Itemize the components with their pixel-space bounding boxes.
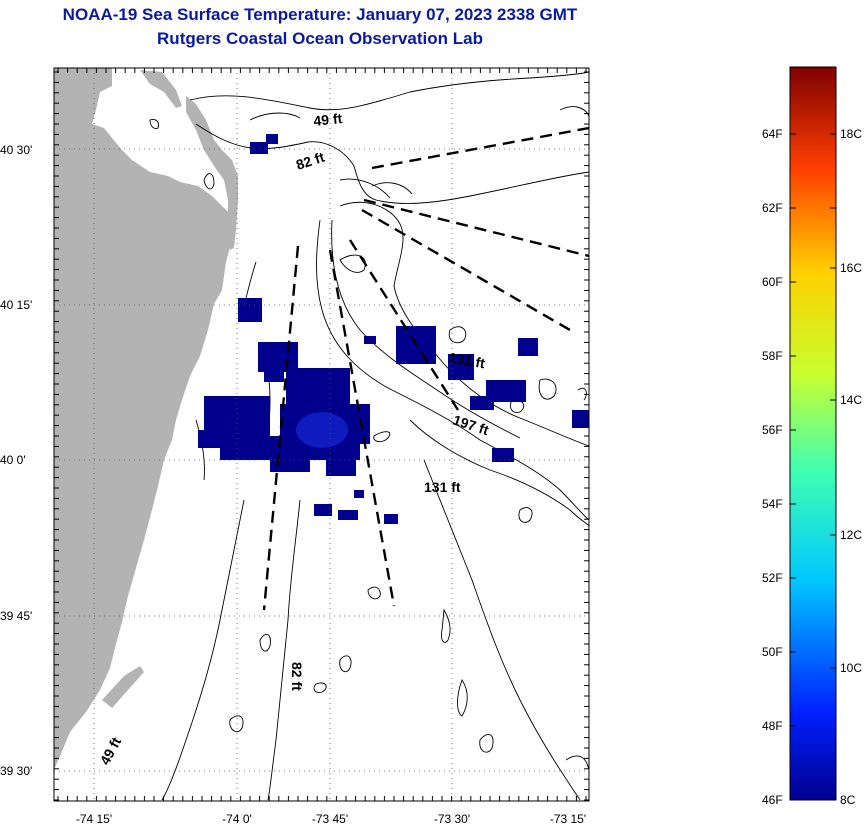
lat-label-4000: 40 0' — [0, 453, 26, 467]
land-mass — [54, 68, 232, 770]
lat-label-4030: 40 30' — [0, 143, 33, 157]
contour-label-49ft-south: 49 ft — [97, 734, 125, 767]
lon-label-7400: -74 0' — [222, 812, 252, 826]
contour-49ft-north — [189, 71, 589, 111]
transect-line-1 — [371, 126, 589, 170]
colorbar — [789, 66, 837, 801]
colorbar-label-8c: 8C — [840, 793, 856, 807]
contour-49ft-south — [161, 499, 245, 801]
lon-label-7415: -74 15' — [75, 812, 113, 826]
lon-label-7345: -73 45' — [311, 812, 349, 826]
map-frame — [53, 67, 590, 802]
map-gridlines — [54, 68, 589, 801]
lon-label-7315: -73 15' — [549, 812, 587, 826]
colorbar-label-14c: 14C — [840, 393, 863, 407]
lat-label-4015: 40 15' — [0, 298, 33, 312]
transect-line-3 — [361, 208, 571, 332]
barrier-island — [186, 96, 238, 250]
contour-slope — [423, 459, 581, 801]
colorbar-label-46f: 46F — [762, 793, 783, 807]
contour-label-82ft-south: 82 ft — [289, 662, 305, 691]
colorbar-label-64f: 64F — [762, 127, 783, 141]
colorbar-label-16c: 16C — [840, 261, 863, 275]
colorbar-label-12c: 12C — [840, 528, 863, 542]
colorbar-label-50f: 50F — [762, 645, 783, 659]
sst-core-pixels — [296, 412, 348, 448]
colorbar-label-10c: 10C — [840, 661, 863, 675]
transect-line-2 — [363, 198, 589, 258]
colorbar-label-60f: 60F — [762, 275, 783, 289]
map-subtitle: Rutgers Coastal Ocean Observation Lab — [157, 29, 483, 48]
transect-line-5 — [328, 249, 396, 607]
contour-label-49ft: 49 ft — [313, 110, 344, 129]
colorbar-label-54f: 54F — [762, 497, 783, 511]
sst-data-pixels — [198, 134, 589, 524]
colorbar-label-48f: 48F — [762, 719, 783, 733]
contour-label-131ft: 131 ft — [447, 349, 486, 371]
transect-line-4 — [348, 239, 460, 411]
contour-channel-west — [316, 219, 589, 521]
lon-label-7330: -73 30' — [433, 812, 471, 826]
colorbar-label-58f: 58F — [762, 349, 783, 363]
colorbar-label-18c: 18C — [840, 127, 863, 141]
colorbar-ticks — [790, 133, 836, 727]
contour-131ft — [409, 419, 589, 527]
lat-label-3930: 39 30' — [0, 764, 33, 778]
colorbar-label-56f: 56F — [762, 423, 783, 437]
transect-line-6 — [262, 245, 300, 611]
lat-label-3945: 39 45' — [0, 609, 33, 623]
island-sandyhook — [140, 70, 182, 108]
contour-label-82ft: 82 ft — [294, 149, 327, 173]
contour-label-131ft-south: 131 ft — [424, 479, 461, 495]
map-title: NOAA-19 Sea Surface Temperature: January… — [62, 5, 578, 24]
colorbar-label-62f: 62F — [762, 201, 783, 215]
contour-82ft-south — [267, 499, 301, 801]
contour-channel-east — [339, 201, 589, 447]
colorbar-label-52f: 52F — [762, 571, 783, 585]
